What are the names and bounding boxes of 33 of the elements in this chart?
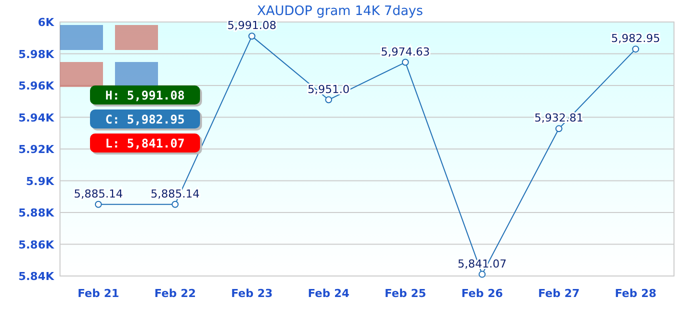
y-tick-label: 5.94K (18, 111, 54, 124)
x-tick-label: Feb 22 (154, 287, 196, 300)
x-tick-label: Feb 26 (461, 287, 504, 300)
point (402, 58, 409, 66)
annotation: H: 5,991.08 (105, 88, 185, 102)
data-label: 5,974.63 (380, 45, 430, 58)
point (172, 200, 179, 208)
point (94, 200, 102, 208)
y-tick-label: 5.88K (18, 206, 54, 220)
y-tick-label: 5.92K (18, 143, 54, 156)
x-tick-label: Feb 23 (231, 287, 273, 300)
y-tick-label: 5.96K (18, 80, 54, 92)
annotation: L: 5,841.07 (105, 136, 185, 150)
data-label: 5,885.14 (74, 187, 123, 200)
x-tick-label: Feb 21 (78, 287, 120, 300)
point (325, 96, 332, 104)
data-label: 5,982.95 (611, 32, 660, 46)
annotation: C: 5,982.95 (105, 112, 185, 126)
point (248, 32, 256, 40)
x-tick-label: Feb 28 (614, 287, 656, 300)
y-tick-label: 5.86K (18, 238, 54, 252)
point (478, 270, 486, 278)
point (632, 46, 640, 53)
x-tick-label: Feb 27 (538, 287, 580, 300)
x-tick-label: Feb 24 (308, 287, 350, 300)
y-tick-label: 6K (38, 16, 54, 29)
x-tick-label: Feb 25 (384, 287, 426, 300)
y-tick-label: 5.84K (18, 270, 54, 283)
y-tick-label: 5.98K (18, 48, 54, 61)
chart-title: XAUDOP gram 14K 7days (256, 4, 424, 19)
data-label: 5,991.08 (227, 19, 276, 32)
point (555, 125, 562, 132)
y-tick-label: 5.9K (26, 174, 54, 188)
